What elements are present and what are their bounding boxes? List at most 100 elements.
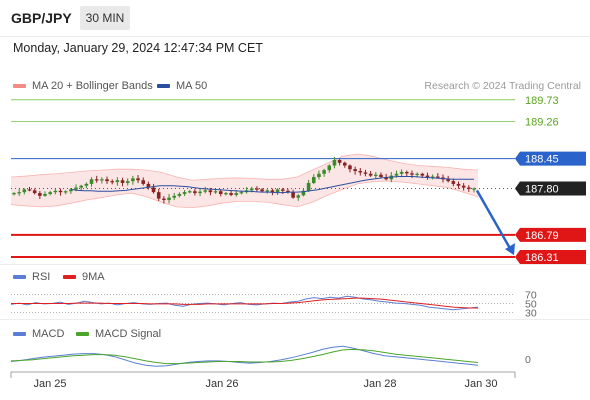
- candle: [415, 173, 419, 175]
- candle: [425, 175, 430, 177]
- macd-label: MACD: [32, 328, 65, 340]
- candle: [467, 187, 471, 189]
- symbol-title: GBP/JPY: [11, 10, 72, 26]
- candle: [167, 197, 171, 200]
- legend-macd-signal: MACD Signal: [76, 328, 161, 340]
- x-tick-label: Jan 26: [205, 378, 238, 390]
- pivot-tag: [515, 151, 586, 166]
- candle: [162, 198, 166, 200]
- candle: [322, 170, 326, 174]
- candle: [193, 191, 197, 194]
- rsi-ma-swatch: [63, 275, 76, 280]
- rsi-label: RSI: [32, 271, 51, 283]
- candle: [265, 190, 270, 192]
- macd-signal-label: MACD Signal: [95, 328, 162, 340]
- support-tag: [515, 249, 586, 264]
- x-tick-label: Jan 28: [363, 378, 396, 390]
- candle: [120, 180, 125, 183]
- candle: [100, 179, 104, 181]
- bollinger-band-fill: [11, 154, 478, 208]
- candle: [410, 173, 414, 175]
- candle: [198, 191, 202, 194]
- candle: [301, 190, 306, 196]
- rsi-swatch: [13, 275, 26, 280]
- pivot-label: 188.45: [525, 154, 559, 166]
- candle: [69, 189, 73, 192]
- bollinger-lower-line: [10, 180, 479, 209]
- candle: [229, 193, 233, 195]
- rsi-tick-label: 50: [525, 299, 537, 311]
- candle: [115, 180, 120, 183]
- timeframe-button[interactable]: 30 MIN: [80, 6, 130, 30]
- candle: [136, 178, 140, 181]
- ma50-line: [70, 176, 474, 194]
- candle: [224, 193, 228, 195]
- last-price-label: 187.80: [525, 183, 559, 195]
- candle: [239, 192, 244, 194]
- legend-macd: MACD: [13, 328, 64, 340]
- candle: [348, 165, 352, 170]
- candle: [141, 180, 146, 184]
- candle: [32, 190, 37, 194]
- candle: [234, 193, 239, 195]
- legend-rsi: RSI: [13, 271, 50, 283]
- support-tag: [515, 227, 586, 242]
- ma50-label: MA 50: [176, 80, 208, 92]
- candle: [156, 192, 161, 199]
- candle: [177, 194, 182, 196]
- candle: [275, 189, 280, 193]
- candle: [446, 179, 450, 182]
- candle: [146, 183, 151, 188]
- candle: [12, 193, 16, 195]
- candle: [379, 174, 383, 177]
- rsi-tick-label: 30: [525, 308, 537, 320]
- candle: [306, 182, 311, 191]
- panel-separator-macd: [0, 319, 590, 320]
- candle: [291, 192, 295, 198]
- rsi-tick-label: 70: [525, 290, 537, 302]
- candle: [405, 171, 409, 174]
- legend-ma20: MA 20 + Bollinger Bands: [13, 80, 153, 92]
- candle: [353, 169, 357, 172]
- macd-signal-line: [10, 348, 479, 365]
- candle: [74, 187, 78, 190]
- candle: [327, 165, 332, 171]
- forecast-arrow-shaft: [475, 189, 513, 251]
- candle: [43, 194, 47, 196]
- candle: [63, 191, 68, 193]
- candle: [456, 183, 461, 186]
- candle: [270, 190, 275, 193]
- macd-signal-swatch: [76, 332, 89, 337]
- forecast-arrow-head: [505, 243, 515, 256]
- candle: [436, 176, 440, 178]
- candle: [420, 173, 425, 176]
- candle: [208, 190, 213, 193]
- resistance-label: 189.73: [525, 95, 559, 107]
- candle: [399, 171, 404, 174]
- chart-header: GBP/JPY 30 MIN: [0, 0, 590, 37]
- candle: [213, 191, 218, 193]
- rsi-ma-line: [11, 297, 478, 309]
- x-tick-label: Jan 30: [464, 378, 497, 390]
- candle: [22, 189, 27, 193]
- ma50-swatch: [157, 84, 170, 89]
- candle: [105, 179, 109, 182]
- last-price-tag: [515, 181, 586, 196]
- candle: [373, 174, 378, 176]
- candle: [430, 176, 435, 178]
- candle: [461, 185, 466, 188]
- candle: [110, 181, 115, 183]
- macd-tick-label: 0: [525, 354, 531, 366]
- candle: [17, 192, 21, 194]
- rsi-ma-label: 9MA: [82, 271, 105, 283]
- candle: [172, 195, 177, 198]
- candle: [280, 189, 285, 191]
- candle: [451, 181, 456, 184]
- candle: [286, 190, 290, 193]
- macd-line: [10, 345, 479, 367]
- x-tick-label: Jan 25: [33, 378, 66, 390]
- support-label: 186.31: [525, 252, 559, 264]
- candle: [203, 190, 208, 192]
- legend-rsi-ma: 9MA: [63, 271, 105, 283]
